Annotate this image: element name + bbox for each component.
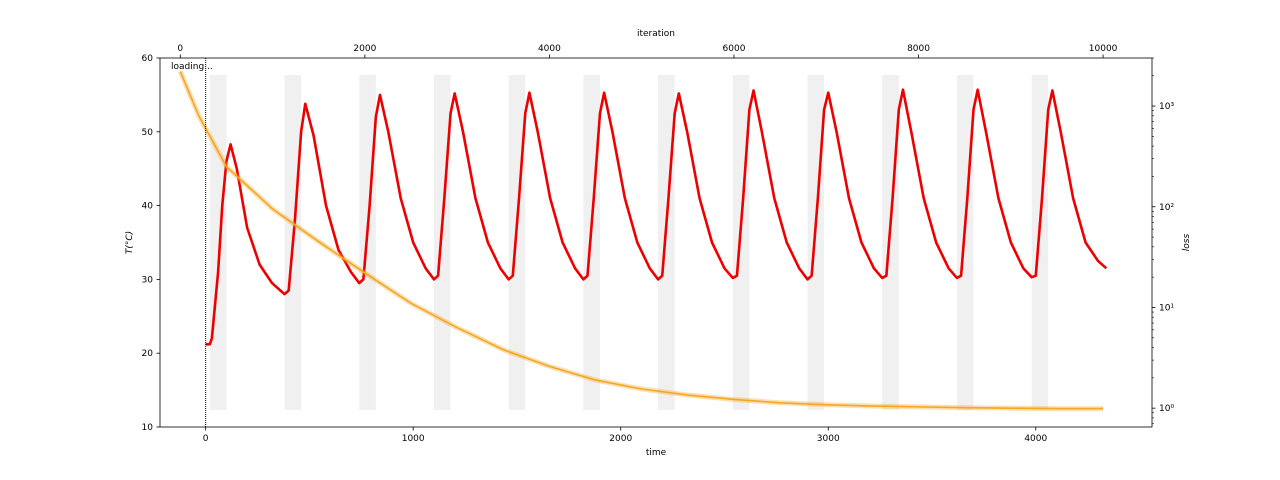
y-tick-label-40: 40: [142, 202, 154, 212]
x2-tick-label-0: 0: [177, 44, 183, 54]
plot-frame: [159, 57, 1153, 428]
heating-band-5: [583, 74, 600, 411]
x2-tick-label-10000: 10000: [1089, 44, 1118, 54]
heating-band-10: [956, 74, 974, 411]
heating-band-4: [508, 74, 526, 411]
x-tick-label-1000: 1000: [402, 434, 425, 444]
x2-tick-label-2000: 2000: [353, 44, 376, 54]
y-tick-label-60: 60: [142, 54, 154, 64]
heating-band-7: [732, 74, 750, 411]
y-axis-title: T(°C): [125, 231, 135, 254]
x2-tick-label-6000: 6000: [723, 44, 746, 54]
heating-band-9: [882, 74, 899, 411]
y-tick-label-50: 50: [142, 128, 154, 138]
y2-axis-title: loss: [1182, 233, 1192, 251]
x-tick-label-3000: 3000: [817, 434, 840, 444]
y2-tick-label-1: 10⁰: [1159, 404, 1174, 414]
heating-band-0: [209, 74, 227, 411]
y-tick-label-20: 20: [142, 349, 154, 359]
heating-band-6: [658, 74, 675, 411]
status-text: loading...: [171, 62, 213, 72]
y-tick-label-30: 30: [142, 275, 154, 285]
x2-axis-title: iteration: [637, 29, 675, 39]
x-tick-label-0: 0: [203, 434, 209, 444]
x2-tick-label-8000: 8000: [907, 44, 930, 54]
y2-tick-label-10: 10¹: [1159, 303, 1174, 313]
heating-band-3: [433, 74, 451, 411]
series-layer: [177, 70, 1108, 412]
temperature-series-line: [205, 88, 1108, 346]
y2-tick-label-100: 10²: [1159, 203, 1174, 213]
x-tick-label-2000: 2000: [609, 434, 632, 444]
axis-ticks: 0 1000 2000 3000 4000 0 2000 4000 6000 8000 10000 1…: [142, 44, 1175, 444]
x-tick-label-4000: 4000: [1024, 434, 1047, 444]
y2-tick-label-1000: 10³: [1159, 102, 1174, 112]
x-axis-title: time: [646, 448, 667, 458]
y-tick-label-10: 10: [142, 423, 154, 433]
heating-band-8: [807, 74, 825, 411]
loss-series-line: [179, 71, 1104, 410]
x2-tick-label-4000: 4000: [538, 44, 561, 54]
heating-band-11: [1031, 74, 1049, 411]
